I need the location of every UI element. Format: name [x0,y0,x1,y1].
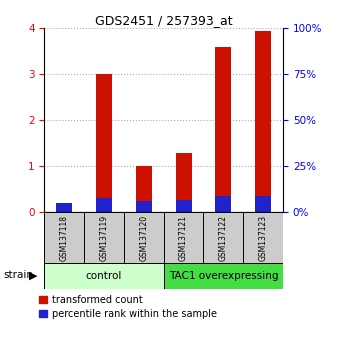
Text: GSM137118: GSM137118 [60,215,69,261]
Text: control: control [86,271,122,281]
Bar [44,212,84,264]
Bar [44,263,164,289]
Bar [56,203,72,212]
Bar [164,212,204,264]
Text: GSM137122: GSM137122 [219,215,228,261]
Text: GSM137120: GSM137120 [139,215,148,261]
Bar [176,153,192,212]
Text: TAC1 overexpressing: TAC1 overexpressing [168,271,278,281]
Bar [96,74,112,212]
Text: GSM137123: GSM137123 [258,215,268,261]
Bar [204,212,243,264]
Bar [96,198,112,212]
Bar [255,196,271,212]
Bar [216,196,231,212]
Text: ▶: ▶ [29,270,38,280]
Legend: transformed count, percentile rank within the sample: transformed count, percentile rank withi… [39,295,217,319]
Bar [136,166,152,212]
Bar [136,201,152,212]
Bar [56,205,72,212]
Bar [216,47,231,212]
Bar [176,200,192,212]
Bar [243,212,283,264]
Title: GDS2451 / 257393_at: GDS2451 / 257393_at [95,14,233,27]
Text: GSM137121: GSM137121 [179,215,188,261]
Text: strain: strain [3,270,33,280]
Bar [84,212,124,264]
Bar [164,263,283,289]
Text: GSM137119: GSM137119 [100,215,108,261]
Bar [255,31,271,212]
Bar [124,212,164,264]
